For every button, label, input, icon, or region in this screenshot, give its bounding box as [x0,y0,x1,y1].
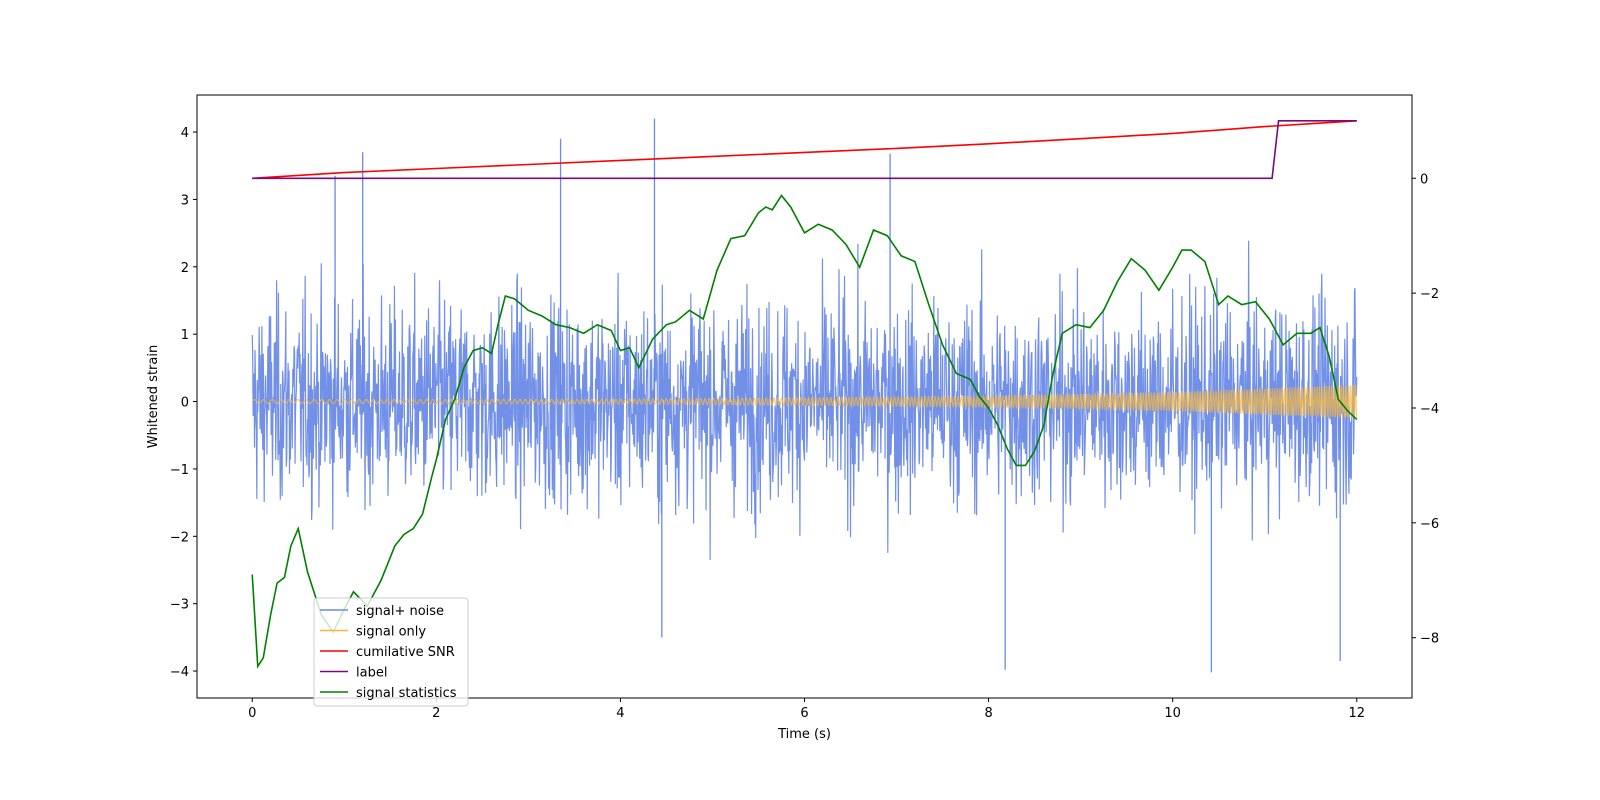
y-axis-title: Whitened strain [146,345,161,448]
x-axis: 0 2 4 6 8 10 12 [248,698,1365,721]
x-tick-label: 2 [432,706,440,721]
y-tick-label: 3 [181,193,189,208]
y-tick-label: 0 [181,396,189,411]
y-tick-label: −1 [170,463,189,478]
y-tick-label: −4 [170,665,189,680]
x-tick-label: 10 [1164,706,1181,721]
y-tick-label: −3 [170,598,189,613]
legend-label: signal+ noise [356,604,444,619]
y-tick-label: −2 [170,530,189,545]
series-label-line [252,120,1357,180]
series-signal-only-line [251,384,1358,419]
series-signal-noise-line [251,240,1358,561]
x-tick-label: 4 [616,706,624,721]
y-axis-left: −4 −3 −2 −1 0 1 2 3 4 [170,126,197,680]
x-tick-label: 12 [1348,706,1365,721]
series-signal-statistics-line [251,194,1358,669]
y2-tick-label: −8 [1420,632,1439,647]
x-tick-label: 6 [800,706,808,721]
x-axis-title: Time (s) [777,727,831,742]
y-tick-label: 4 [181,126,189,141]
legend-label: label [356,666,387,681]
y2-tick-label: −2 [1420,287,1439,302]
series-cumulative-snr-line [252,120,1357,180]
y-tick-label: 2 [181,261,189,276]
legend-label: signal only [356,625,426,640]
y-tick-label: 1 [181,328,189,343]
y2-tick-label: −4 [1420,402,1439,417]
legend-box [313,597,469,707]
y2-tick-label: 0 [1420,172,1428,187]
legend: signal+ noise signal only cumilative SNR la… [313,597,469,707]
plot-series [251,118,1358,673]
x-tick-label: 0 [248,706,256,721]
y-axis-right: −8 −6 −4 −2 0 [1412,172,1439,647]
legend-label: cumilative SNR [356,645,455,660]
legend-label: signal statistics [356,686,457,701]
x-tick-label: 8 [984,706,992,721]
y2-tick-label: −6 [1420,517,1439,532]
